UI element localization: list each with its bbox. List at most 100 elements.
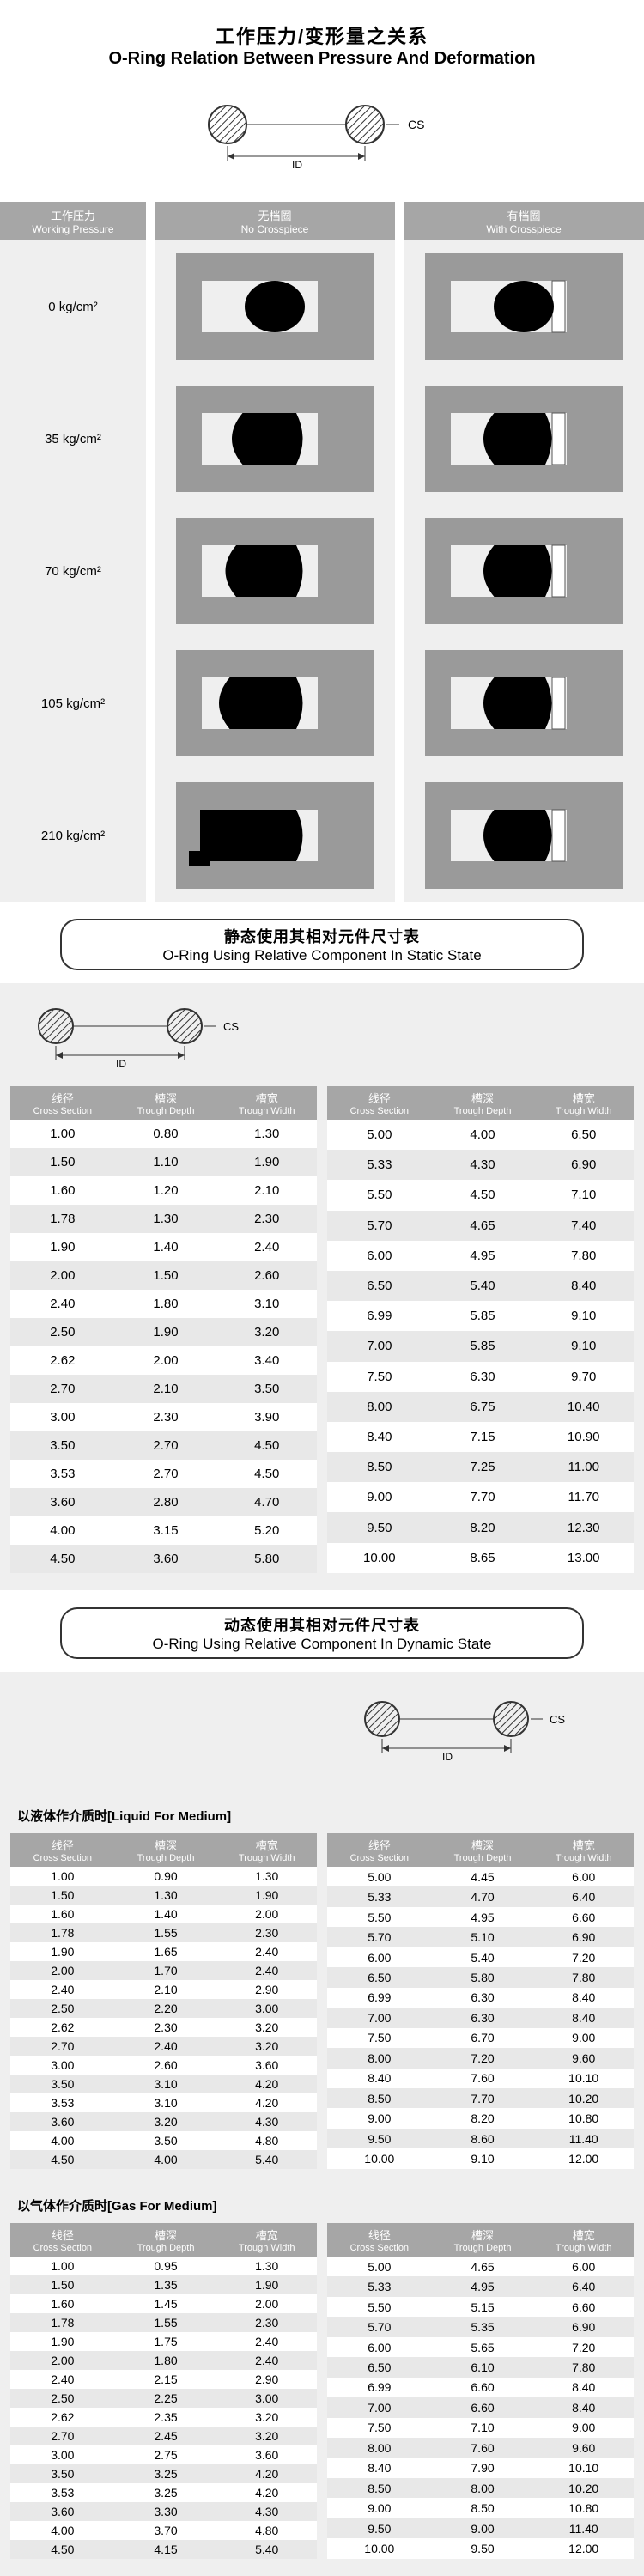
table-cell: 2.50 bbox=[10, 2389, 115, 2408]
table-cell: 2.10 bbox=[115, 1980, 217, 1999]
table-cell: 4.65 bbox=[432, 2257, 534, 2276]
table-cell: 2.75 bbox=[115, 2445, 217, 2464]
table-cell: 4.95 bbox=[432, 2276, 534, 2296]
table-cell: 8.60 bbox=[432, 2129, 534, 2148]
table-cell: 3.00 bbox=[216, 2389, 317, 2408]
table-row: 7.507.109.00 bbox=[327, 2418, 634, 2438]
table-cell: 2.70 bbox=[115, 1431, 217, 1460]
table-cell: 6.00 bbox=[533, 2257, 634, 2276]
static-title-cn: 静态使用其相对元件尺寸表 bbox=[62, 925, 582, 947]
table-cell: 2.50 bbox=[10, 1318, 115, 1346]
table-cell: 10.40 bbox=[533, 1392, 634, 1422]
table-cell: 10.20 bbox=[533, 2088, 634, 2108]
table-cell: 9.60 bbox=[533, 2048, 634, 2068]
table-cell: 1.80 bbox=[115, 1290, 217, 1318]
table-cell: 10.00 bbox=[327, 2538, 432, 2559]
svg-text:ID: ID bbox=[116, 1058, 126, 1070]
table-row: 10.009.5012.00 bbox=[327, 2538, 634, 2559]
table-cell: 1.50 bbox=[10, 1148, 115, 1176]
table-cell: 4.20 bbox=[216, 2483, 317, 2502]
table-row: 8.407.6010.10 bbox=[327, 2069, 634, 2088]
table-row: 5.004.456.00 bbox=[327, 1867, 634, 1886]
deform-shape-icon bbox=[416, 769, 631, 902]
table-row: 3.602.804.70 bbox=[10, 1488, 317, 1516]
table-row: 4.003.704.80 bbox=[10, 2521, 317, 2540]
table-cell: 2.70 bbox=[10, 1375, 115, 1403]
table-row: 4.003.504.80 bbox=[10, 2131, 317, 2150]
table-cell: 8.50 bbox=[327, 1452, 432, 1482]
table-cell: 2.35 bbox=[115, 2408, 217, 2427]
table-cell: 3.15 bbox=[115, 1516, 217, 1545]
table-row: 2.622.003.40 bbox=[10, 1346, 317, 1375]
table-row: 7.506.309.70 bbox=[327, 1362, 634, 1392]
table-cell: 6.60 bbox=[533, 1907, 634, 1927]
table-cell: 2.00 bbox=[10, 1961, 115, 1980]
table-row: 1.601.452.00 bbox=[10, 2294, 317, 2313]
table-cell: 2.00 bbox=[115, 1346, 217, 1375]
table-row: 7.506.709.00 bbox=[327, 2028, 634, 2048]
table-cell: 8.00 bbox=[432, 2478, 534, 2498]
table-cell: 8.40 bbox=[327, 2458, 432, 2478]
table-row: 6.996.308.40 bbox=[327, 1988, 634, 2008]
table-cell: 6.00 bbox=[533, 1867, 634, 1886]
table-cell: 1.30 bbox=[216, 2257, 317, 2275]
table-cell: 2.45 bbox=[115, 2427, 217, 2445]
svg-text:CS: CS bbox=[408, 118, 424, 131]
table-cell: 2.40 bbox=[216, 1942, 317, 1961]
table-cell: 4.50 bbox=[216, 1460, 317, 1488]
table-cell: 3.20 bbox=[216, 2408, 317, 2427]
table-cell: 8.40 bbox=[327, 2069, 432, 2088]
table-cell: 7.00 bbox=[327, 1331, 432, 1361]
table-cell: 9.00 bbox=[533, 2028, 634, 2048]
table-row: 5.705.356.90 bbox=[327, 2317, 634, 2336]
table-cell: 2.20 bbox=[115, 1999, 217, 2018]
table-cell: 1.45 bbox=[115, 2294, 217, 2313]
table-cell: 9.50 bbox=[327, 2518, 432, 2538]
table-row: 7.006.308.40 bbox=[327, 2008, 634, 2027]
table-cell: 5.65 bbox=[432, 2337, 534, 2357]
table-row: 5.704.657.40 bbox=[327, 1211, 634, 1241]
table-cell: 2.62 bbox=[10, 2408, 115, 2427]
table-cell: 1.55 bbox=[115, 2313, 217, 2332]
table-cell: 7.20 bbox=[533, 1947, 634, 1967]
table-row: 5.334.706.40 bbox=[327, 1886, 634, 1906]
table-cell: 8.20 bbox=[432, 2108, 534, 2128]
table-cell: 1.00 bbox=[10, 2257, 115, 2275]
table-cell: 2.00 bbox=[10, 1261, 115, 1290]
table-cell: 3.70 bbox=[115, 2521, 217, 2540]
table-cell: 8.40 bbox=[533, 2397, 634, 2417]
table-cell: 7.20 bbox=[533, 2337, 634, 2357]
table-cell: 4.30 bbox=[216, 2112, 317, 2131]
deform-shape-icon bbox=[167, 505, 382, 637]
table-cell: 6.50 bbox=[533, 1120, 634, 1150]
table-cell: 2.30 bbox=[115, 1403, 217, 1431]
table-row: 4.503.605.80 bbox=[10, 1545, 317, 1573]
table-cell: 6.30 bbox=[432, 1988, 534, 2008]
static-tables: 线径Cross Section槽深Trough Depth槽宽Trough Wi… bbox=[0, 1086, 644, 1590]
table-cell: 5.00 bbox=[327, 1867, 432, 1886]
table-row: 1.000.901.30 bbox=[10, 1867, 317, 1886]
table-cell: 9.60 bbox=[533, 2438, 634, 2458]
table-cell: 8.00 bbox=[327, 1392, 432, 1422]
table-cell: 4.00 bbox=[10, 2521, 115, 2540]
table-row: 2.001.702.40 bbox=[10, 1961, 317, 1980]
table-cell: 2.70 bbox=[115, 1460, 217, 1488]
table-cell: 3.90 bbox=[216, 1403, 317, 1431]
table-cell: 7.60 bbox=[432, 2438, 534, 2458]
table-cell: 10.00 bbox=[327, 2148, 432, 2169]
pressure-cell: 105 kg/cm² bbox=[0, 637, 146, 769]
table-row: 8.007.609.60 bbox=[327, 2438, 634, 2458]
table-cell: 4.95 bbox=[432, 1907, 534, 1927]
table-cell: 1.10 bbox=[115, 1148, 217, 1176]
table-cell: 6.60 bbox=[432, 2378, 534, 2397]
table-cell: 8.50 bbox=[327, 2478, 432, 2498]
table-cell: 2.30 bbox=[115, 2018, 217, 2037]
table-cell: 3.50 bbox=[115, 2131, 217, 2150]
table-header: 槽宽Trough Width bbox=[533, 2223, 634, 2257]
table-header: 槽宽Trough Width bbox=[216, 1086, 317, 1120]
table-row: 9.509.0011.40 bbox=[327, 2518, 634, 2538]
table-row: 2.402.102.90 bbox=[10, 1980, 317, 1999]
table-cell: 6.10 bbox=[432, 2357, 534, 2377]
table-cell: 1.40 bbox=[115, 1233, 217, 1261]
table-cell: 9.00 bbox=[327, 1482, 432, 1512]
